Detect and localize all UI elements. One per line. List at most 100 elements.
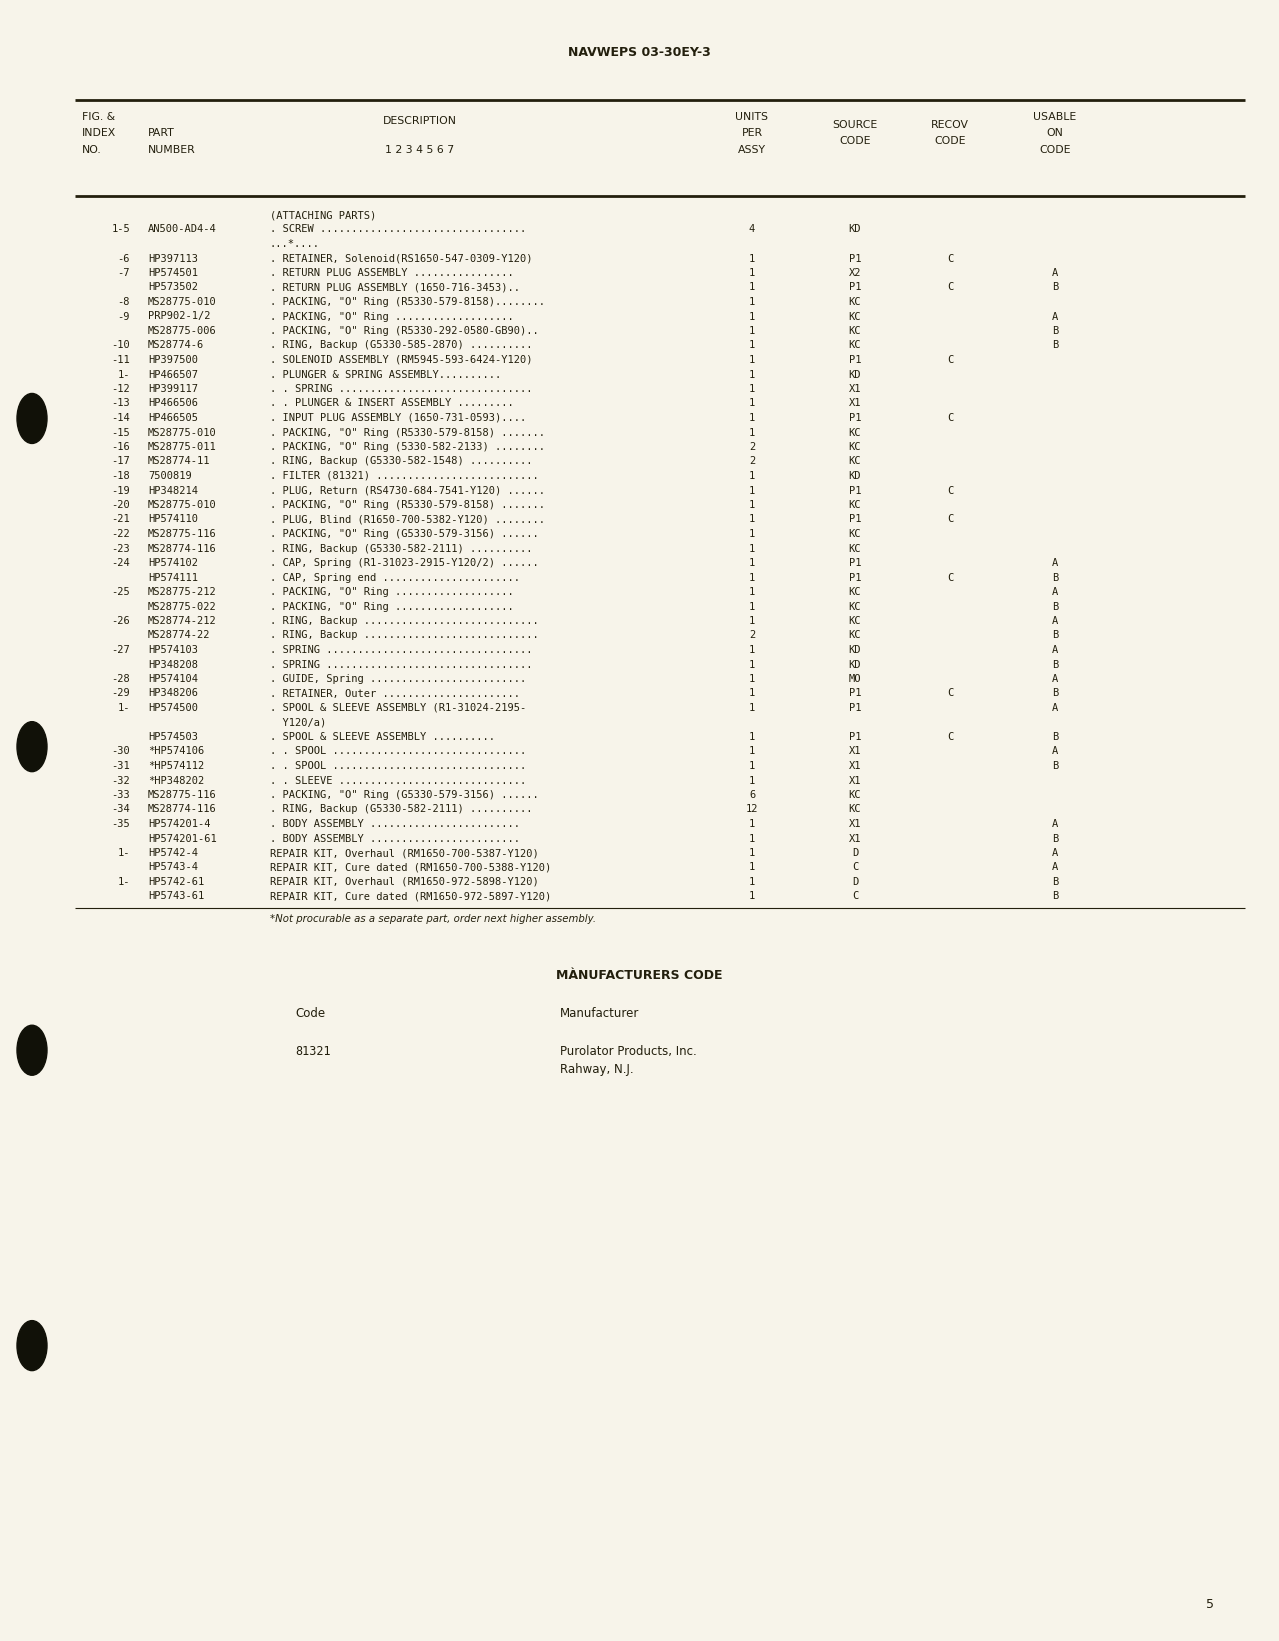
Text: HP574201-4: HP574201-4 — [148, 819, 211, 829]
Text: MS28775-010: MS28775-010 — [148, 428, 216, 438]
Text: HP397500: HP397500 — [148, 354, 198, 364]
Text: . RETAINER, Outer ......................: . RETAINER, Outer ...................... — [270, 689, 521, 699]
Text: -31: -31 — [111, 761, 130, 771]
Text: . CAP, Spring end ......................: . CAP, Spring end ...................... — [270, 573, 521, 583]
Text: B: B — [1051, 327, 1058, 336]
Text: HP574110: HP574110 — [148, 515, 198, 525]
Text: KC: KC — [849, 615, 861, 625]
Text: *Not procurable as a separate part, order next higher assembly.: *Not procurable as a separate part, orde… — [270, 914, 596, 924]
Text: D: D — [852, 876, 858, 888]
Text: 1: 1 — [749, 471, 755, 481]
Text: ASSY: ASSY — [738, 144, 766, 154]
Text: C: C — [946, 515, 953, 525]
Text: 6: 6 — [749, 789, 755, 801]
Text: MS28775-212: MS28775-212 — [148, 587, 216, 597]
Text: 1-: 1- — [118, 702, 130, 712]
Text: A: A — [1051, 558, 1058, 568]
Text: X1: X1 — [849, 834, 861, 843]
Text: X1: X1 — [849, 819, 861, 829]
Text: HP574104: HP574104 — [148, 674, 198, 684]
Text: ON: ON — [1046, 128, 1063, 138]
Text: A: A — [1051, 587, 1058, 597]
Text: 2: 2 — [749, 630, 755, 640]
Text: PER: PER — [742, 128, 762, 138]
Ellipse shape — [17, 1321, 47, 1370]
Text: . SPOOL & SLEEVE ASSEMBLY (R1-31024-2195-: . SPOOL & SLEEVE ASSEMBLY (R1-31024-2195… — [270, 702, 526, 712]
Text: NUMBER: NUMBER — [148, 144, 196, 154]
Text: -16: -16 — [111, 441, 130, 451]
Text: -26: -26 — [111, 615, 130, 625]
Text: HP5743-4: HP5743-4 — [148, 863, 198, 873]
Text: C: C — [946, 486, 953, 496]
Text: REPAIR KIT, Overhaul (RM1650-700-5387-Y120): REPAIR KIT, Overhaul (RM1650-700-5387-Y1… — [270, 848, 538, 858]
Text: P1: P1 — [849, 573, 861, 583]
Text: . . PLUNGER & INSERT ASSEMBLY .........: . . PLUNGER & INSERT ASSEMBLY ......... — [270, 399, 514, 409]
Text: *HP348202: *HP348202 — [148, 776, 205, 786]
Text: HP348214: HP348214 — [148, 486, 198, 496]
Text: HP466506: HP466506 — [148, 399, 198, 409]
Text: -33: -33 — [111, 789, 130, 801]
Text: HP574503: HP574503 — [148, 732, 198, 742]
Text: CODE: CODE — [839, 136, 871, 146]
Text: 1: 1 — [749, 615, 755, 625]
Text: HP574102: HP574102 — [148, 558, 198, 568]
Text: -24: -24 — [111, 558, 130, 568]
Text: REPAIR KIT, Overhaul (RM1650-972-5898-Y120): REPAIR KIT, Overhaul (RM1650-972-5898-Y1… — [270, 876, 538, 888]
Text: 1: 1 — [749, 747, 755, 757]
Text: -22: -22 — [111, 528, 130, 538]
Text: 1-: 1- — [118, 369, 130, 379]
Text: . GUIDE, Spring .........................: . GUIDE, Spring ........................… — [270, 674, 526, 684]
Text: 1: 1 — [749, 267, 755, 277]
Text: C: C — [946, 573, 953, 583]
Text: B: B — [1051, 602, 1058, 612]
Text: AN500-AD4-4: AN500-AD4-4 — [148, 225, 216, 235]
Text: . . SPOOL ...............................: . . SPOOL ..............................… — [270, 747, 526, 757]
Text: -35: -35 — [111, 819, 130, 829]
Text: MS28775-011: MS28775-011 — [148, 441, 216, 451]
Text: . PACKING, "O" Ring (R5330-292-0580-GB90)..: . PACKING, "O" Ring (R5330-292-0580-GB90… — [270, 327, 538, 336]
Text: Manufacturer: Manufacturer — [560, 1008, 640, 1021]
Text: 1: 1 — [749, 891, 755, 901]
Text: . PLUG, Blind (R1650-700-5382-Y120) ........: . PLUG, Blind (R1650-700-5382-Y120) ....… — [270, 515, 545, 525]
Text: . RING, Backup ............................: . RING, Backup .........................… — [270, 615, 538, 625]
Text: X1: X1 — [849, 761, 861, 771]
Text: X1: X1 — [849, 384, 861, 394]
Text: P1: P1 — [849, 702, 861, 712]
Text: INDEX: INDEX — [82, 128, 116, 138]
Text: P1: P1 — [849, 253, 861, 264]
Text: UNITS: UNITS — [735, 112, 769, 121]
Text: MS28774-6: MS28774-6 — [148, 340, 205, 351]
Text: A: A — [1051, 747, 1058, 757]
Text: . SPRING .................................: . SPRING ...............................… — [270, 645, 532, 655]
Text: KC: KC — [849, 789, 861, 801]
Text: HP574103: HP574103 — [148, 645, 198, 655]
Text: -27: -27 — [111, 645, 130, 655]
Text: MS28775-010: MS28775-010 — [148, 297, 216, 307]
Text: HP574201-61: HP574201-61 — [148, 834, 216, 843]
Text: RECOV: RECOV — [931, 120, 969, 130]
Text: . PACKING, "O" Ring (G5330-579-3156) ......: . PACKING, "O" Ring (G5330-579-3156) ...… — [270, 789, 538, 801]
Text: -21: -21 — [111, 515, 130, 525]
Text: -17: -17 — [111, 456, 130, 466]
Text: P1: P1 — [849, 558, 861, 568]
Text: 1: 1 — [749, 297, 755, 307]
Text: 1-: 1- — [118, 848, 130, 858]
Text: SOURCE: SOURCE — [833, 120, 877, 130]
Text: KC: KC — [849, 340, 861, 351]
Text: A: A — [1051, 863, 1058, 873]
Text: HP5742-61: HP5742-61 — [148, 876, 205, 888]
Text: HP5742-4: HP5742-4 — [148, 848, 198, 858]
Text: 7500819: 7500819 — [148, 471, 192, 481]
Text: MS28775-116: MS28775-116 — [148, 528, 216, 538]
Text: . RING, Backup ............................: . RING, Backup .........................… — [270, 630, 538, 640]
Text: KC: KC — [849, 441, 861, 451]
Text: 1: 1 — [749, 515, 755, 525]
Text: 1: 1 — [749, 732, 755, 742]
Text: CODE: CODE — [934, 136, 966, 146]
Text: HP348206: HP348206 — [148, 689, 198, 699]
Text: MO: MO — [849, 674, 861, 684]
Text: 1: 1 — [749, 863, 755, 873]
Text: . SOLENOID ASSEMBLY (RM5945-593-6424-Y120): . SOLENOID ASSEMBLY (RM5945-593-6424-Y12… — [270, 354, 532, 364]
Text: -14: -14 — [111, 414, 130, 423]
Text: . PACKING, "O" Ring ...................: . PACKING, "O" Ring ................... — [270, 602, 514, 612]
